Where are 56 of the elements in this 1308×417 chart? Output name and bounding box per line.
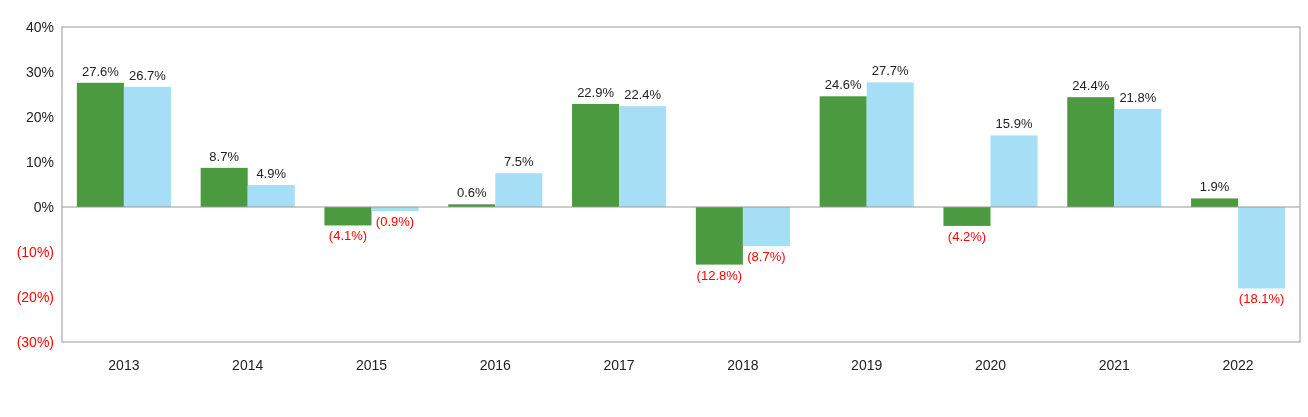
- y-tick-label: (10%): [16, 243, 54, 260]
- bar: [990, 135, 1038, 207]
- y-tick-label: 0%: [33, 198, 54, 215]
- data-label: (4.1%): [328, 228, 368, 244]
- data-label: 24.6%: [824, 77, 863, 93]
- data-label: 27.7%: [871, 63, 910, 79]
- x-tick-label: 2017: [603, 357, 635, 373]
- bar: [1238, 207, 1286, 289]
- data-label: 15.9%: [995, 116, 1033, 132]
- bar: [742, 207, 790, 247]
- x-tick-label: 2022: [1222, 357, 1254, 373]
- bar: [1114, 108, 1162, 207]
- bar: [495, 173, 543, 207]
- bar: [819, 96, 867, 207]
- bar: [247, 184, 295, 207]
- y-tick-label: 20%: [25, 108, 54, 125]
- data-label: 27.6%: [81, 63, 120, 79]
- x-tick-label: 2021: [1098, 357, 1131, 373]
- data-label: 22.9%: [577, 84, 615, 100]
- data-label: (8.7%): [747, 249, 786, 265]
- bar: [76, 82, 124, 207]
- data-label: (12.8%): [696, 267, 743, 283]
- data-label: 1.9%: [1199, 179, 1230, 195]
- data-label: 4.9%: [256, 165, 287, 181]
- bar: [619, 106, 667, 207]
- data-label: 24.4%: [1072, 78, 1110, 94]
- bar: [200, 167, 248, 207]
- data-label: (18.1%): [1238, 291, 1285, 307]
- data-label: 22.4%: [624, 87, 662, 103]
- data-label: 21.8%: [1119, 89, 1157, 105]
- data-label: 8.7%: [209, 148, 240, 164]
- bar: [1191, 198, 1239, 207]
- x-tick-label: 2019: [851, 357, 883, 373]
- bar: [572, 103, 620, 207]
- y-tick-label: 40%: [25, 18, 54, 35]
- x-tick-label: 2016: [479, 357, 512, 373]
- data-label: 26.7%: [128, 67, 167, 83]
- data-label: (4.2%): [947, 228, 987, 244]
- data-label: 0.6%: [456, 185, 488, 201]
- bar: [1067, 97, 1115, 207]
- x-tick-label: 2013: [108, 357, 140, 373]
- x-tick-label: 2018: [727, 357, 759, 373]
- bar: [866, 82, 914, 207]
- y-tick-label: (30%): [16, 333, 54, 350]
- y-tick-label: 30%: [25, 63, 54, 80]
- x-tick-label: 2015: [355, 357, 388, 373]
- y-tick-label: (20%): [16, 288, 54, 305]
- bar: [943, 207, 991, 226]
- x-tick-label: 2014: [232, 357, 264, 373]
- x-tick-label: 2020: [974, 357, 1007, 373]
- bar: [324, 207, 372, 226]
- bar: [695, 207, 743, 265]
- y-tick-label: 10%: [25, 153, 54, 170]
- data-label: 7.5%: [504, 154, 535, 170]
- bar: [123, 86, 171, 207]
- data-label: (0.9%): [375, 214, 415, 230]
